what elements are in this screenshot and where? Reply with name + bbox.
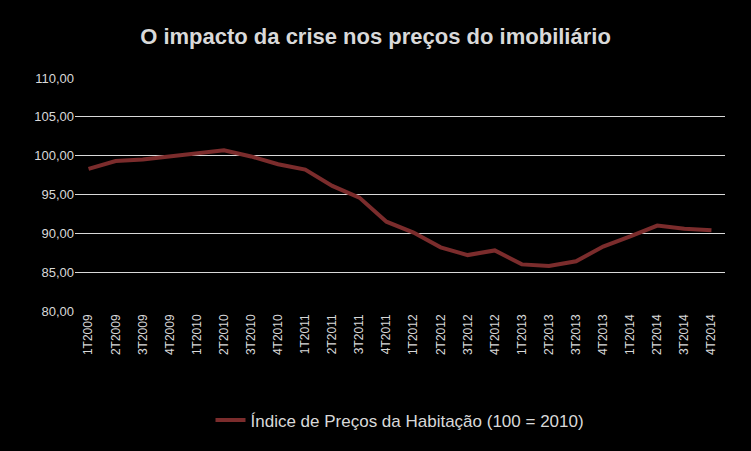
svg-text:1T2014: 1T2014 — [623, 314, 637, 355]
svg-text:3T2012: 3T2012 — [461, 314, 475, 355]
svg-text:100,00: 100,00 — [34, 148, 74, 163]
svg-text:3T2011: 3T2011 — [352, 314, 366, 354]
svg-text:4T2013: 4T2013 — [596, 314, 610, 355]
svg-text:2T2012: 2T2012 — [434, 314, 448, 355]
svg-text:85,00: 85,00 — [41, 265, 74, 280]
svg-text:4T2012: 4T2012 — [488, 314, 502, 355]
svg-text:2T2011: 2T2011 — [325, 314, 339, 354]
svg-text:105,00: 105,00 — [34, 109, 74, 124]
svg-text:3T2014: 3T2014 — [677, 314, 691, 355]
svg-text:2T2013: 2T2013 — [542, 314, 556, 355]
svg-text:4T2010: 4T2010 — [271, 314, 285, 355]
svg-text:2T2009: 2T2009 — [109, 314, 123, 355]
svg-text:3T2009: 3T2009 — [136, 314, 150, 355]
svg-text:Índice de Preços da Habitação: Índice de Preços da Habitação (100 = 201… — [251, 412, 584, 431]
svg-text:110,00: 110,00 — [35, 71, 74, 86]
svg-text:3T2010: 3T2010 — [244, 314, 258, 355]
svg-text:2T2014: 2T2014 — [650, 314, 664, 355]
svg-text:1T2011: 1T2011 — [298, 314, 312, 354]
svg-text:80,00: 80,00 — [41, 304, 74, 319]
svg-text:1T2009: 1T2009 — [81, 314, 95, 355]
svg-text:4T2011: 4T2011 — [379, 314, 393, 354]
svg-text:1T2010: 1T2010 — [190, 314, 204, 355]
svg-text:4T2009: 4T2009 — [163, 314, 177, 355]
svg-text:1T2012: 1T2012 — [406, 314, 420, 355]
svg-text:90,00: 90,00 — [41, 226, 74, 241]
svg-text:3T2013: 3T2013 — [569, 314, 583, 355]
svg-text:4T2014: 4T2014 — [704, 314, 718, 355]
svg-text:1T2013: 1T2013 — [515, 314, 529, 355]
svg-text:2T2010: 2T2010 — [217, 314, 231, 355]
svg-text:95,00: 95,00 — [41, 187, 74, 202]
svg-text:O impacto da crise nos preços: O impacto da crise nos preços do imobili… — [140, 24, 611, 49]
